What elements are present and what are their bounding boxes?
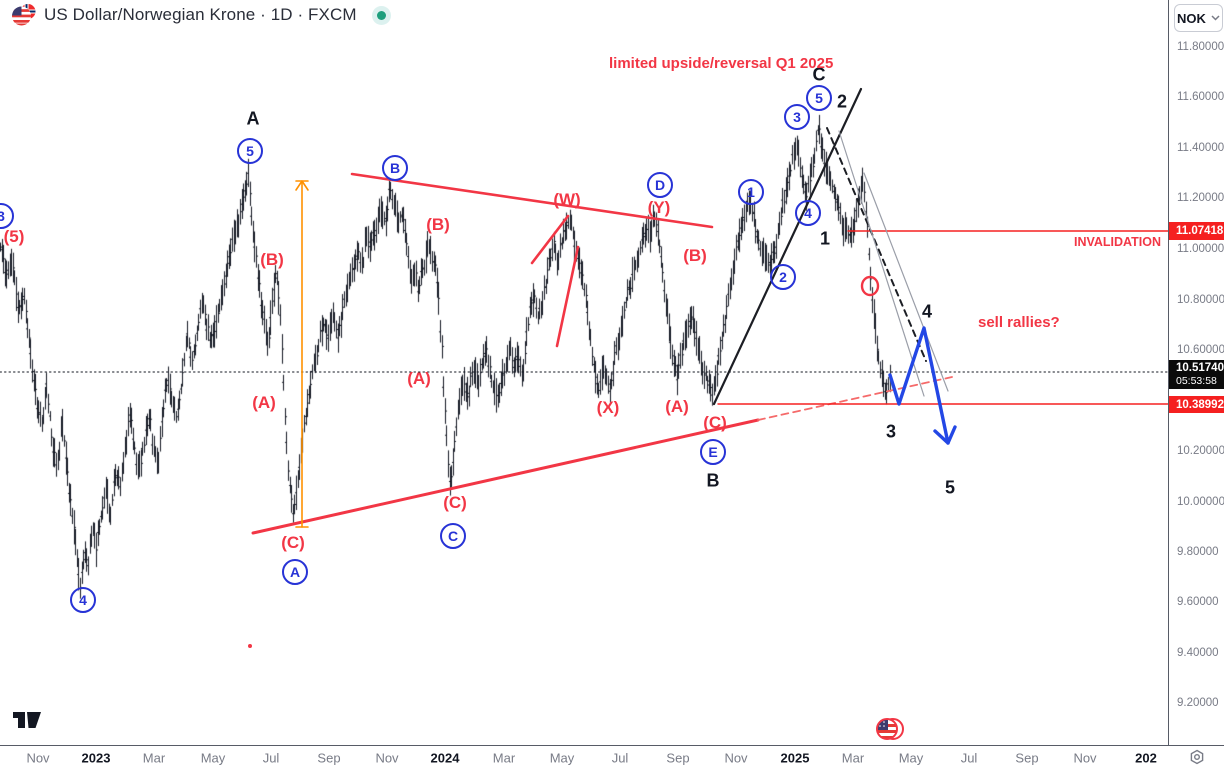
wave-label-red-B[interactable]: (B) [260,250,284,269]
market-open-dot[interactable] [376,10,386,20]
price-tick-label: 10.20000 [1177,445,1224,457]
price-tick-label: 11.40000 [1177,142,1224,154]
price-axis[interactable]: 11.80000 11.60000 11.40000 11.20000 11.00000… [1168,0,1224,745]
price-tick-label: 10.60000 [1177,344,1224,356]
time-tick-label: May [200,750,226,765]
wave-label-circled-B[interactable]: B [382,155,408,181]
wave-label-red-A[interactable]: (A) [665,397,689,416]
time-tick-label: 202 [1135,750,1157,765]
price-tick-label: 9.20000 [1177,697,1219,709]
time-tick-label: Mar [492,750,516,765]
wave-label-circled-2[interactable]: 2 [770,264,796,290]
price-tick-label: 11.80000 [1177,41,1224,53]
time-tick-label: Nov [375,750,399,765]
wave-label-black-5[interactable]: 5 [944,477,956,498]
wave-label-black-4[interactable]: 4 [921,301,933,322]
note-invalidation[interactable]: INVALIDATION [1073,235,1161,249]
wave-label-red-C[interactable]: (C) [443,493,467,512]
symbol-title[interactable]: US Dollar/Norwegian Krone · 1D · FXCM [44,5,357,24]
axis-settings-icon[interactable] [1189,749,1205,765]
wave-label-red-A[interactable]: (A) [407,369,431,388]
price-tick-label: 9.60000 [1177,596,1219,608]
time-tick-label: Mar [142,750,166,765]
wave-label-circled-4[interactable]: 4 [70,587,96,613]
time-tick-label: Jul [960,750,978,765]
time-tick-label: 2024 [430,750,460,765]
wave-label-circled-1[interactable]: 1 [738,179,764,205]
wave-label-red-W[interactable]: (W) [553,190,581,209]
wave-label-circled-C[interactable]: C [440,523,466,549]
wave-label-black-B[interactable]: B [706,470,720,491]
wave-label-black-A[interactable]: A [246,108,260,129]
wave-label-black-2[interactable]: 2 [836,91,848,112]
candlestick-bars-canvas [0,0,1168,745]
us-event-flag-marker[interactable] [873,715,907,743]
wave-label-red-A[interactable]: (A) [252,393,276,412]
wave-label-black-1[interactable]: 1 [819,228,831,249]
wave-label-red-B[interactable]: (B) [426,215,450,234]
wave-label-red-B[interactable]: (B) [683,246,707,265]
wave-label-black-C[interactable]: C [812,64,826,85]
wave-label-red-C[interactable]: (C) [703,413,727,432]
time-tick-label: Sep [317,750,341,765]
time-tick-label: Jul [611,750,629,765]
chart-pane[interactable]: 3 5 4 A B C D E 1 2 3 4 5 (5) (A) (B) (C) (A) (B) (C) (W) (X)… [0,0,1168,745]
symbol-header[interactable]: US Dollar/Norwegian Krone · 1D · FXCM [10,3,386,27]
price-tick-label: 11.00000 [1177,243,1224,255]
wave-label-circled-3[interactable]: 3 [784,104,810,130]
note-sell-rallies[interactable]: sell rallies? [978,314,1060,331]
price-tick-label: 11.20000 [1177,192,1224,204]
usdnok-flag-icon [12,4,36,26]
time-tick-label: Sep [666,750,690,765]
support-price-label: 10.38992 [1169,396,1224,413]
chevron-down-icon [1211,15,1220,21]
note-limited-upside[interactable]: limited upside/reversal Q1 2025 [609,55,834,72]
invalidation-price-label: 11.07418 [1169,222,1224,240]
price-tick-label: 11.60000 [1177,91,1224,103]
current-price-label: 10.51740 05:53:58 [1169,360,1224,389]
time-tick-label: Nov [1073,750,1097,765]
price-tick-label: 10.80000 [1177,294,1224,306]
bar-countdown: 05:53:58 [1176,374,1217,387]
time-tick-label: Nov [26,750,50,765]
time-axis[interactable]: Nov 2023 Mar May Jul Sep Nov 2024 Mar May Jul Sep No… [0,745,1224,769]
wave-label-circled-D[interactable]: D [647,172,673,198]
time-tick-label: Jul [262,750,280,765]
time-tick-label: May [549,750,575,765]
time-tick-label: 2023 [81,750,111,765]
wave-label-circled-A[interactable]: A [282,559,308,585]
time-tick-label: 2025 [780,750,810,765]
currency-toggle-button[interactable]: NOK [1174,4,1223,32]
price-tick-label: 9.40000 [1177,647,1219,659]
time-tick-label: Sep [1015,750,1039,765]
wave-label-red-X[interactable]: (X) [596,398,620,417]
wave-label-red-Y[interactable]: (Y) [647,198,671,217]
wave-label-red-C[interactable]: (C) [281,533,305,552]
price-tick-label: 9.80000 [1177,546,1219,558]
wave-label-circled-E[interactable]: E [700,439,726,465]
wave-label-circled-4[interactable]: 4 [795,200,821,226]
tradingview-logo[interactable] [13,709,43,733]
time-tick-label: May [898,750,924,765]
price-tick-label: 10.00000 [1177,496,1224,508]
time-tick-label: Nov [724,750,748,765]
wave-label-black-3[interactable]: 3 [885,421,897,442]
wave-label-circled-5[interactable]: 5 [806,85,832,111]
wave-label-circled-5[interactable]: 5 [237,138,263,164]
time-tick-label: Mar [841,750,865,765]
wave-label-red-5[interactable]: (5) [3,227,25,246]
